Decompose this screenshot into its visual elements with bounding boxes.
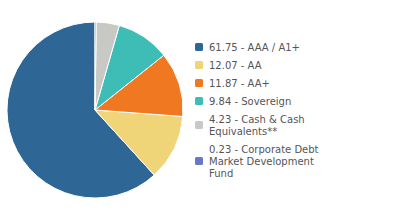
svg-text:Market Development: Market Development bbox=[209, 156, 314, 167]
svg-text:11.87 - AA+: 11.87 - AA+ bbox=[209, 78, 270, 89]
svg-text:Fund: Fund bbox=[209, 168, 233, 179]
svg-text:12.07 - AA: 12.07 - AA bbox=[209, 60, 262, 71]
svg-text:4.23 - Cash & Cash: 4.23 - Cash & Cash bbox=[209, 114, 305, 125]
svg-text:0.23 - Corporate Debt: 0.23 - Corporate Debt bbox=[209, 144, 319, 155]
svg-text:61.75 - AAA / A1+: 61.75 - AAA / A1+ bbox=[209, 42, 300, 53]
svg-text:9.84 - Sovereign: 9.84 - Sovereign bbox=[209, 96, 291, 107]
svg-text:Equivalents**: Equivalents** bbox=[209, 126, 277, 137]
